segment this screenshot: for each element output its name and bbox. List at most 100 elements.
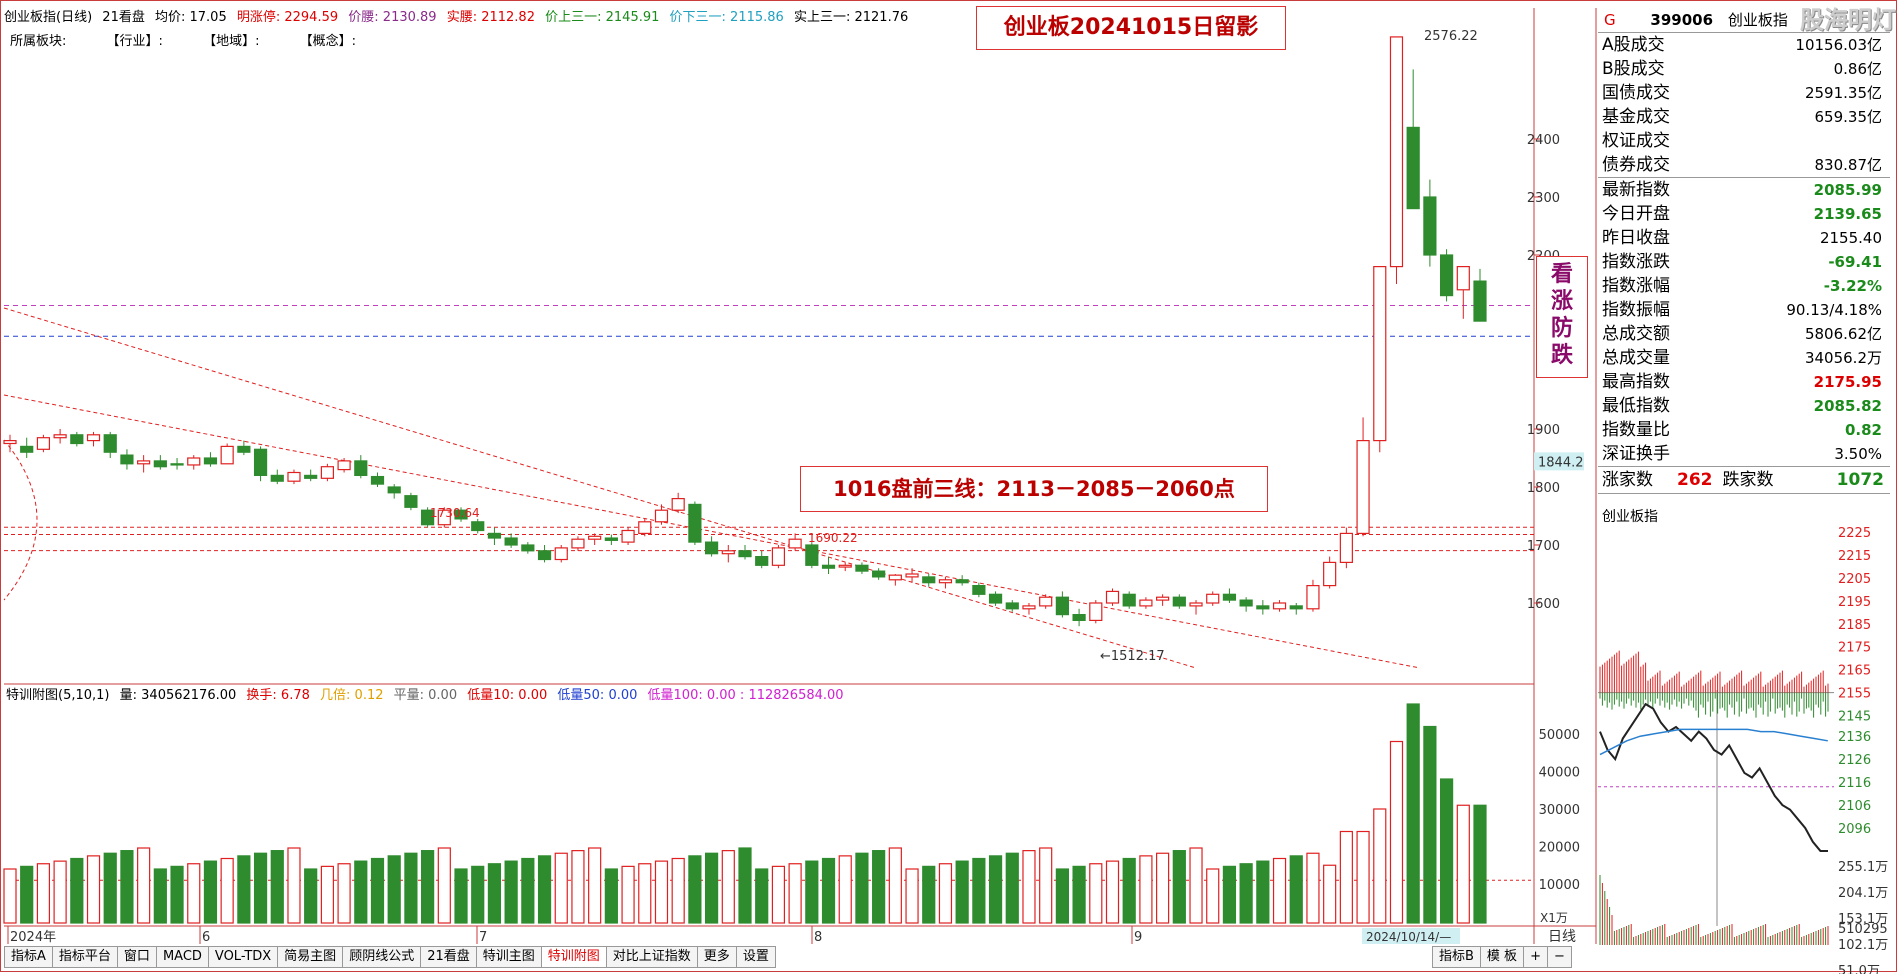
sector-concept[interactable]: 【概念】:	[299, 34, 356, 49]
candle-up	[1139, 599, 1153, 607]
candle-down	[270, 474, 284, 482]
volume-bar	[203, 860, 218, 924]
period-label[interactable]: 21看盘	[102, 10, 145, 25]
tab-VOL-TDX[interactable]: VOL-TDX	[207, 946, 279, 968]
candle-down	[955, 579, 969, 584]
candle-down	[1239, 599, 1253, 607]
candle-down	[1122, 593, 1136, 607]
volume-bar	[588, 847, 602, 924]
tab-指标平台[interactable]: 指标平台	[51, 946, 118, 968]
tab-对比上证指数[interactable]: 对比上证指数	[605, 946, 698, 968]
candle-up	[1189, 602, 1203, 607]
volume-bar	[471, 865, 485, 924]
quote-value: -69.41	[1828, 253, 1882, 271]
tab-设置[interactable]: 设置	[735, 946, 776, 968]
sector-industry[interactable]: 【行业】:	[106, 34, 163, 49]
volume-bar	[704, 852, 719, 924]
volume-bar	[938, 863, 953, 924]
candle-down	[471, 521, 485, 532]
candle-down	[253, 448, 268, 476]
tab-+[interactable]: +	[1523, 946, 1548, 968]
volume-bar	[1089, 863, 1103, 924]
volume-bar	[1055, 868, 1069, 924]
candle-up	[938, 579, 953, 584]
quote-key: 指数涨跌	[1602, 252, 1670, 272]
index-name[interactable]: 创业板指(日线)	[4, 10, 93, 25]
volume-bar	[955, 860, 969, 924]
volume-bar	[1289, 855, 1303, 924]
watermark: 股海明灯	[1800, 6, 1896, 34]
tab-特训附图[interactable]: 特训附图	[540, 946, 607, 968]
mini-tick-label: 2126	[1838, 753, 1871, 768]
volume-bar	[604, 868, 618, 924]
quote-key: 国债成交	[1602, 83, 1670, 103]
tab-窗口[interactable]: 窗口	[116, 946, 157, 968]
quote-row: 总成交额 5806.62亿	[1598, 322, 1890, 346]
quote-row: 债券成交 830.87亿	[1598, 153, 1890, 177]
candle-down	[304, 474, 318, 479]
avg-price: 均价: 17.05	[154, 10, 227, 25]
volume-tick-label: 50000	[1539, 728, 1580, 743]
volume-bar	[36, 863, 51, 924]
tab-指标B[interactable]: 指标B	[1432, 946, 1481, 968]
tab-模 板[interactable]: 模 板	[1479, 946, 1525, 968]
candle-down	[1256, 605, 1270, 610]
volume-bar	[287, 847, 301, 924]
volume-bar	[771, 865, 786, 924]
volume-indicator-name[interactable]: 特训附图(5,10,1)	[6, 688, 110, 703]
quote-value: 90.13/4.18%	[1786, 301, 1882, 319]
tab-特训主图[interactable]: 特训主图	[475, 946, 542, 968]
real-waist: 实腰: 2112.82	[446, 10, 535, 25]
candle-up	[287, 471, 301, 482]
tab-简易主图[interactable]: 简易主图	[277, 946, 344, 968]
candle-up	[888, 574, 902, 581]
date-badge	[1362, 928, 1460, 944]
trend-line	[3, 307, 1197, 669]
volume-bar	[370, 857, 385, 924]
tab-更多[interactable]: 更多	[696, 946, 737, 968]
quote-value: 2155.40	[1819, 229, 1882, 247]
tab-指标A[interactable]: 指标A	[4, 946, 53, 968]
quote-row: 最低指数 2085.82	[1598, 394, 1890, 418]
sector-region[interactable]: 【地域】:	[203, 34, 260, 49]
volume-bar	[20, 865, 34, 924]
limit-up-price: 明涨停: 2294.59	[236, 10, 339, 25]
tab-顾阴线公式[interactable]: 顾阴线公式	[342, 946, 422, 968]
quote-value: 3.50%	[1834, 445, 1882, 463]
price-label-1690: 1690.22	[808, 531, 858, 545]
volume-bar	[554, 852, 568, 924]
volume-bar	[521, 857, 535, 924]
trend-line	[3, 394, 1421, 669]
low-price-label: ←1512.17	[1100, 649, 1165, 664]
volume-header: 特训附图(5,10,1) 量: 340562176.00 换手: 6.78 几倍…	[6, 684, 850, 703]
quote-key: 最高指数	[1602, 372, 1670, 392]
quote-key: 总成交额	[1602, 324, 1670, 344]
mini-vol-tick: 255.1万	[1838, 860, 1888, 875]
quote-row: 权证成交	[1598, 129, 1890, 153]
indicator-header: 创业板指(日线) 21看盘 均价: 17.05 明涨停: 2294.59 价腰:…	[4, 6, 1564, 25]
volume-bar	[988, 855, 1003, 924]
date-badge-label: 2024/10/14/—	[1366, 930, 1451, 944]
candle-down	[421, 509, 435, 526]
quote-value: 830.87亿	[1814, 156, 1883, 174]
sector-label: 所属板块:	[10, 34, 67, 49]
candle-down	[153, 460, 167, 468]
side-char: 防	[1550, 316, 1573, 341]
volume-bar	[821, 857, 836, 924]
volume-bar	[354, 860, 368, 924]
volume-bar	[237, 855, 251, 924]
volume-bar	[671, 857, 685, 924]
quote-row: 今日开盘 2139.65	[1598, 202, 1890, 226]
tab-MACD[interactable]: MACD	[155, 946, 209, 968]
candle-up	[554, 547, 568, 561]
volume-bar	[905, 868, 919, 924]
candle-down	[604, 537, 618, 541]
mini-avg-line	[1599, 728, 1828, 756]
quote-value: 659.35亿	[1814, 108, 1883, 126]
current-price-badge	[1534, 452, 1584, 471]
tab-21看盘[interactable]: 21看盘	[420, 946, 477, 968]
quote-row: 国债成交 2591.35亿	[1598, 81, 1890, 105]
volume-bar	[621, 865, 635, 924]
tab-−[interactable]: −	[1546, 946, 1572, 968]
